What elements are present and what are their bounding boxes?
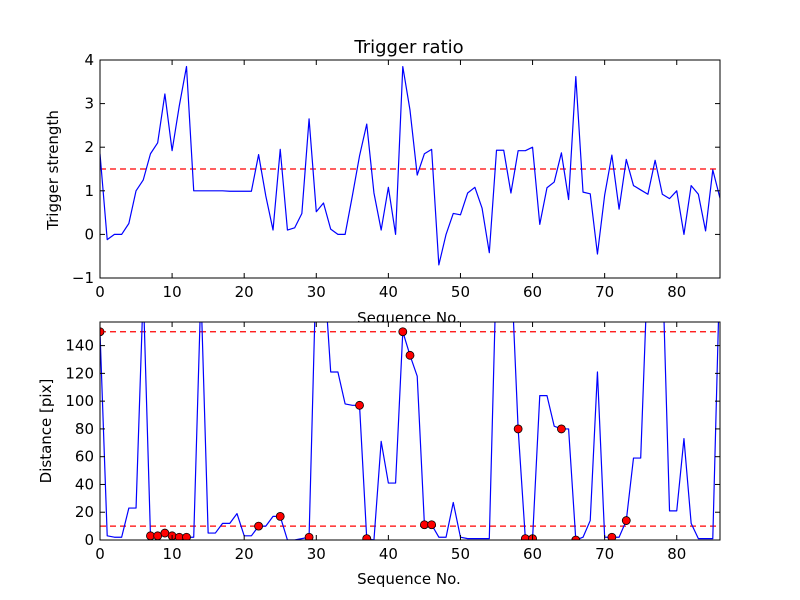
x-tick-label: 30: [307, 545, 326, 563]
x-tick-label: 50: [451, 545, 470, 563]
data-point-marker: [362, 534, 372, 540]
y-tick-label: 0: [84, 531, 94, 549]
data-point-marker: [153, 531, 163, 540]
x-tick-label: 0: [95, 545, 105, 563]
y-tick-label: 1: [84, 182, 94, 200]
chart-title: Trigger ratio: [353, 37, 463, 58]
data-point-marker: [275, 511, 285, 521]
data-point-marker: [355, 400, 364, 410]
x-tick-label: 30: [307, 283, 326, 301]
data-point-marker: [607, 532, 617, 540]
y-tick-label: 100: [65, 392, 94, 410]
plot-content: [100, 65, 720, 266]
data-point-marker: [420, 520, 429, 530]
x-tick-label: 60: [523, 545, 542, 563]
data-point-marker: [254, 521, 264, 531]
y-tick-label: 60: [75, 448, 94, 466]
data-point-marker: [398, 327, 408, 337]
distance-plot: Sequence No. Distance [pix] 0 10 20 30 40 50 6…: [37, 321, 721, 588]
y-tick-label: 20: [75, 503, 94, 521]
x-tick-label: 10: [163, 545, 182, 563]
y-tick-label: 140: [65, 337, 94, 355]
y-axis-label: Distance [pix]: [37, 379, 55, 484]
y-tick-label: −1: [72, 269, 94, 287]
x-tick-label: 60: [523, 283, 542, 301]
x-tick-label: 40: [379, 283, 398, 301]
data-point-marker: [100, 327, 105, 337]
x-tick-label: 80: [667, 545, 686, 563]
x-tick-label: 70: [595, 283, 614, 301]
data-point-marker: [427, 520, 437, 530]
data-point-marker: [160, 528, 170, 538]
y-tick-label: 4: [84, 51, 94, 69]
data-point-marker: [571, 535, 581, 540]
plot-frame: [99, 321, 721, 541]
y-tick-label: 0: [84, 225, 94, 243]
trigger-ratio-plot: Trigger ratio Sequence No. Trigger stren…: [44, 37, 721, 327]
x-tick-label: 10: [163, 283, 182, 301]
data-point-marker: [182, 532, 191, 540]
y-axis-label: Trigger strength: [44, 110, 62, 231]
data-point-marker: [304, 532, 314, 540]
data-point-marker: [621, 516, 631, 525]
y-tick-label: 3: [84, 95, 94, 113]
data-point-marker: [513, 424, 523, 434]
y-tick-label: 120: [65, 364, 94, 382]
data-point-marker: [556, 424, 566, 434]
x-tick-label: 80: [667, 283, 686, 301]
data-point-marker: [146, 531, 155, 540]
plot-frame: [99, 59, 721, 279]
y-tick-label: 40: [75, 475, 94, 493]
y-tick-label: 80: [75, 420, 94, 438]
x-axis-label: Sequence No.: [357, 570, 461, 588]
x-tick-label: 20: [235, 283, 254, 301]
y-tick-label: 2: [84, 138, 94, 156]
data-point-marker: [405, 350, 415, 360]
x-tick-label: 40: [379, 545, 398, 563]
x-tick-label: 0: [95, 283, 105, 301]
x-tick-label: 70: [595, 545, 614, 563]
series-line: [100, 65, 720, 266]
ticks: 0 10 20 30 40 50 60 70 80 0 20 40 60 80 100 120 140: [65, 322, 720, 563]
x-tick-label: 20: [235, 545, 254, 563]
x-tick-label: 50: [451, 283, 470, 301]
